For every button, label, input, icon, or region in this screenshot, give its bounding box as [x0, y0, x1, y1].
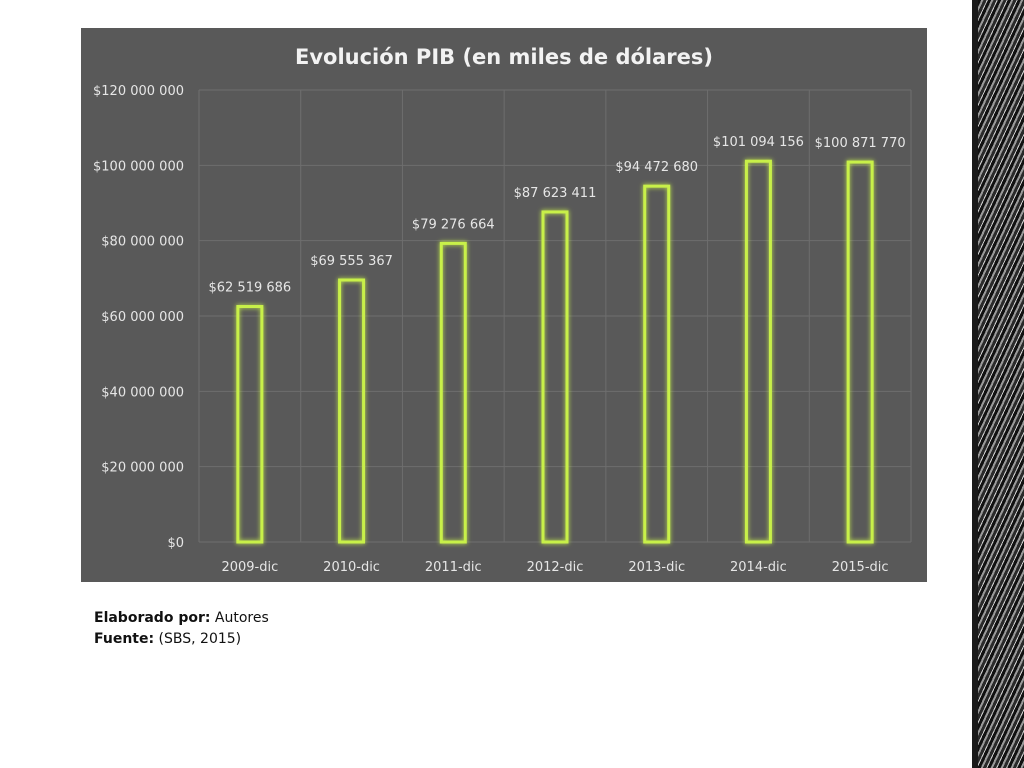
data-label: $79 276 664 — [412, 217, 495, 232]
bar-chart: Evolución PIB (en miles de dólares) $0 $2… — [93, 45, 912, 575]
x-tick-label: 2010-dic — [323, 560, 380, 575]
data-label: $62 519 686 — [208, 281, 291, 296]
y-tick-label: $20 000 000 — [101, 461, 184, 476]
x-axis: 2009-dic 2010-dic 2011-dic 2012-dic 2013-dic… — [221, 560, 888, 575]
data-label: $94 472 680 — [615, 160, 698, 175]
data-label: $101 094 156 — [713, 135, 804, 150]
elaborado-line: Elaborado por: Autores — [94, 608, 269, 629]
y-tick-label: $100 000 000 — [93, 159, 184, 174]
x-tick-label: 2009-dic — [221, 560, 278, 575]
decorative-edge-strip — [972, 0, 978, 768]
x-tick-label: 2014-dic — [730, 560, 787, 575]
y-axis: $0 $20 000 000 $40 000 000 $60 000 000 $80 0… — [93, 84, 184, 551]
x-tick-label: 2011-dic — [425, 560, 482, 575]
y-tick-label: $60 000 000 — [101, 310, 184, 325]
y-tick-label: $40 000 000 — [101, 385, 184, 400]
data-label: $100 871 770 — [815, 136, 906, 151]
grid-layer — [198, 89, 912, 543]
y-tick-label: $120 000 000 — [93, 84, 184, 99]
x-tick-label: 2012-dic — [527, 560, 584, 575]
chart-title: Evolución PIB (en miles de dólares) — [295, 45, 713, 69]
bar-2011-dic — [439, 241, 467, 544]
fuente-value: (SBS, 2015) — [158, 631, 242, 647]
x-tick-label: 2015-dic — [832, 560, 889, 575]
x-tick-label: 2013-dic — [628, 560, 685, 575]
data-labels: $62 519 686 $69 555 367 $79 276 664 $87 623… — [208, 135, 905, 295]
y-tick-label: $80 000 000 — [101, 235, 184, 250]
bar-2010-dic — [338, 278, 366, 544]
data-label: $69 555 367 — [310, 254, 393, 269]
decorative-edge-pattern — [978, 0, 1024, 768]
bar-2013-dic — [643, 184, 671, 544]
chart-notes: Elaborado por: Autores Fuente: (SBS, 201… — [94, 608, 269, 650]
bars — [236, 159, 874, 544]
elaborado-key: Elaborado por: — [94, 610, 211, 626]
bar-2014-dic — [744, 159, 772, 544]
data-label: $87 623 411 — [514, 186, 597, 201]
bar-2009-dic — [236, 305, 264, 544]
fuente-key: Fuente: — [94, 631, 155, 647]
y-tick-label: $0 — [167, 536, 184, 551]
bar-2012-dic — [541, 210, 569, 544]
chart-panel: Evolución PIB (en miles de dólares) $0 $2… — [81, 28, 927, 582]
fuente-line: Fuente: (SBS, 2015) — [94, 629, 269, 650]
elaborado-value: Autores — [214, 610, 269, 626]
bar-2015-dic — [846, 160, 874, 544]
